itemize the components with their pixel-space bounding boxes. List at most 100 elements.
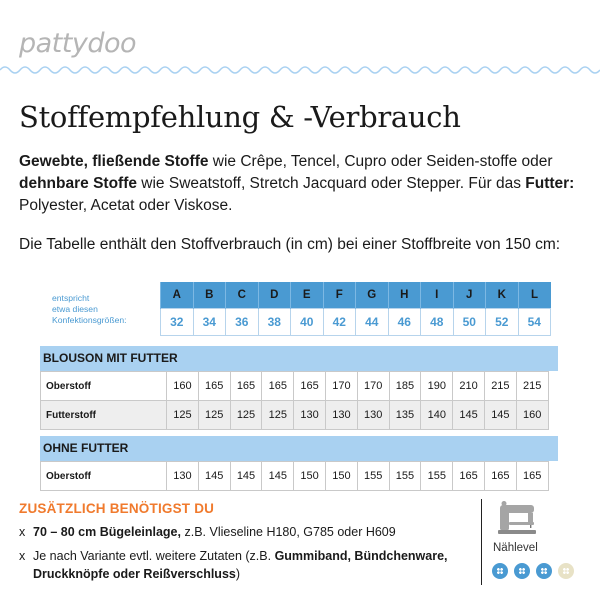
table-cell: 170 xyxy=(324,371,358,401)
size-letter: A xyxy=(160,282,193,309)
size-number: 34 xyxy=(192,308,226,336)
size-number: 40 xyxy=(290,308,324,336)
intro-text-2: wie Sweatstoff, Stretch Jacquard oder St… xyxy=(136,175,526,192)
extra-materials-list: x 70 – 80 cm Bügeleinlage, z.B. Vlieselin… xyxy=(19,523,469,589)
section-heading-without-lining: OHNE FUTTER xyxy=(40,436,558,461)
list-item-text: ) xyxy=(235,567,241,581)
row-label: Futterstoff xyxy=(40,400,167,430)
sizes-legend-line: etwa diesen xyxy=(52,304,98,314)
size-letter: L xyxy=(517,282,551,309)
table-cell: 135 xyxy=(388,400,422,430)
extra-materials-heading: ZUSÄTZLICH BENÖTIGST DU xyxy=(19,501,215,516)
table-cell: 160 xyxy=(166,371,199,401)
table-cell: 130 xyxy=(166,461,199,491)
table-row: Oberstoff 130 145 145 145 150 150 155 15… xyxy=(40,461,549,491)
table-cell: 125 xyxy=(229,400,263,430)
list-item: x 70 – 80 cm Bügeleinlage, z.B. Vlieselin… xyxy=(19,523,469,541)
table-cell: 145 xyxy=(452,400,485,430)
table-cell: 160 xyxy=(515,400,549,430)
size-letter-row: A B C D E F G H I J K L xyxy=(160,282,551,309)
level-button-filled-icon xyxy=(536,563,552,579)
size-letter: B xyxy=(192,282,226,309)
sewing-level-label: Nählevel xyxy=(493,542,538,554)
size-letter: J xyxy=(452,282,486,309)
intro-bold-stretch: dehnbare Stoffe xyxy=(19,175,137,192)
intro-text-1: wie Crêpe, Tencel, Cupro oder Seiden-sto… xyxy=(208,153,553,170)
sizes-legend-line: Konfektionsgrößen: xyxy=(52,315,127,325)
table-row: Futterstoff 125 125 125 125 130 130 130 … xyxy=(40,400,549,430)
table-cell: 130 xyxy=(356,400,390,430)
page-title: Stoffempfehlung & -Verbrauch xyxy=(19,100,461,134)
table-cell: 215 xyxy=(483,371,517,401)
table-cell: 155 xyxy=(388,461,422,491)
size-number: 38 xyxy=(257,308,291,336)
table-cell: 130 xyxy=(324,400,358,430)
x-bullet-icon: x xyxy=(19,549,26,563)
size-number: 46 xyxy=(387,308,421,336)
size-letter: K xyxy=(485,282,518,309)
wave-divider xyxy=(0,66,600,74)
level-button-empty-icon xyxy=(558,563,574,579)
sizes-legend: entspricht etwa diesen Konfektionsgrößen… xyxy=(52,293,160,326)
sizes-legend-line: entspricht xyxy=(52,293,90,303)
table-cell: 215 xyxy=(515,371,549,401)
table-intro: Die Tabelle enthält den Stoffverbrauch (… xyxy=(19,236,561,253)
size-letter: I xyxy=(420,282,453,309)
table-row: Oberstoff 160 165 165 165 165 170 170 18… xyxy=(40,371,549,401)
brand-logo: pattydoo xyxy=(19,28,137,59)
row-label: Oberstoff xyxy=(40,461,167,491)
level-button-filled-icon xyxy=(492,563,508,579)
table-cell: 125 xyxy=(166,400,199,430)
table-cell: 150 xyxy=(293,461,326,491)
list-item-bold: 70 – 80 cm Bügeleinlage, xyxy=(33,525,181,539)
table-cell: 155 xyxy=(356,461,390,491)
section-heading-blouson-with-lining: BLOUSON MIT FUTTER xyxy=(40,346,558,371)
table-cell: 165 xyxy=(229,371,263,401)
size-letter: D xyxy=(257,282,291,309)
table-cell: 155 xyxy=(420,461,454,491)
table-cell: 130 xyxy=(293,400,326,430)
size-number: 48 xyxy=(420,308,454,336)
sewing-machine-icon xyxy=(498,501,536,534)
table-cell: 140 xyxy=(420,400,454,430)
table-cell: 145 xyxy=(261,461,295,491)
intro-bold-lining: Futter: xyxy=(525,175,575,192)
size-number: 50 xyxy=(452,308,486,336)
table-cell: 210 xyxy=(452,371,485,401)
size-number: 42 xyxy=(322,308,356,336)
size-letter: H xyxy=(387,282,421,309)
consumption-table-without-lining: Oberstoff 130 145 145 145 150 150 155 15… xyxy=(40,461,549,491)
size-letter: G xyxy=(355,282,388,309)
intro-text-3: Polyester, Acetat oder Viskose. xyxy=(19,197,233,214)
consumption-table-blouson-with-lining: Oberstoff 160 165 165 165 165 170 170 18… xyxy=(40,371,549,430)
table-cell: 145 xyxy=(483,400,517,430)
table-cell: 145 xyxy=(229,461,263,491)
table-cell: 145 xyxy=(197,461,231,491)
list-item-bold: Gummiband, Bündchenware, Druckknöpfe ode… xyxy=(33,549,448,581)
table-cell: 185 xyxy=(388,371,422,401)
divider-line xyxy=(481,499,482,585)
list-item: x Je nach Variante evtl. weitere Zutaten … xyxy=(19,547,469,583)
size-number-row: 32 34 36 38 40 42 44 46 48 50 52 54 xyxy=(160,308,551,336)
table-cell: 165 xyxy=(483,461,517,491)
row-label: Oberstoff xyxy=(40,371,167,401)
table-cell: 170 xyxy=(356,371,390,401)
size-number: 44 xyxy=(355,308,389,336)
size-number: 36 xyxy=(225,308,259,336)
table-cell: 165 xyxy=(261,371,295,401)
table-cell: 165 xyxy=(452,461,485,491)
size-table: A B C D E F G H I J K L 32 34 36 38 40 4… xyxy=(160,282,551,336)
table-cell: 165 xyxy=(197,371,231,401)
list-item-text: Je nach Variante evtl. weitere Zutaten (… xyxy=(33,549,275,563)
size-letter: E xyxy=(290,282,323,309)
table-cell: 125 xyxy=(261,400,295,430)
table-cell: 190 xyxy=(420,371,454,401)
table-cell: 125 xyxy=(197,400,231,430)
size-number: 52 xyxy=(485,308,519,336)
list-item-text: z.B. Vlieseline H180, G785 oder H609 xyxy=(181,525,396,539)
intro-bold-woven: Gewebte, fließende Stoffe xyxy=(19,153,209,170)
table-cell: 165 xyxy=(293,371,326,401)
sewing-level-indicator xyxy=(492,563,574,579)
table-cell: 150 xyxy=(324,461,358,491)
size-number: 32 xyxy=(160,308,194,336)
